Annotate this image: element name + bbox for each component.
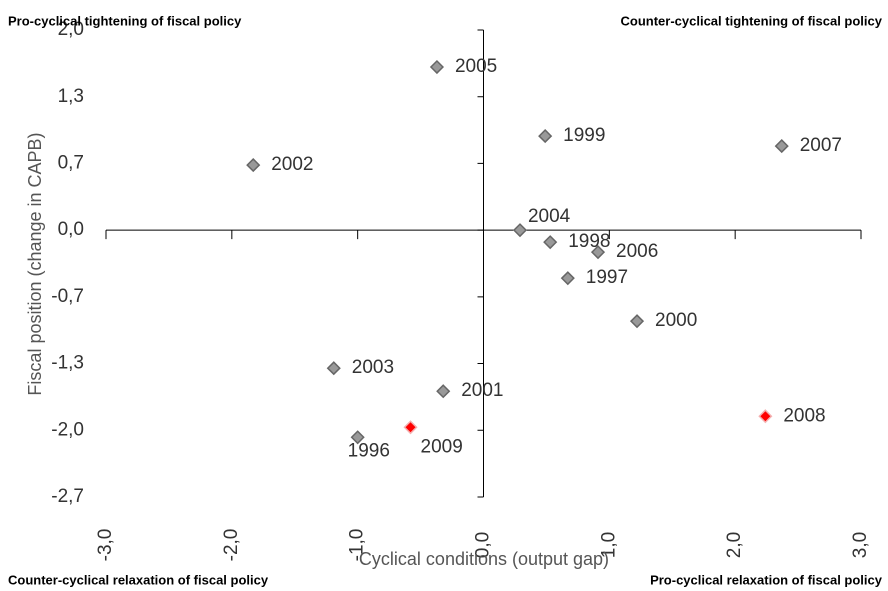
y-tick-label: -2,7 <box>51 486 84 507</box>
point-label: 1996 <box>348 440 390 461</box>
corner-annotation: Pro-cyclical tightening of fiscal policy <box>8 13 242 28</box>
point <box>758 409 773 424</box>
points: 2005 1999 2007 2002 2004 1998 2006 1997 2000 2003… <box>246 56 842 461</box>
point <box>436 384 451 399</box>
point-label: 2005 <box>455 56 497 77</box>
corner-annotation: Counter-cyclical tightening of fiscal po… <box>621 13 883 28</box>
point-label: 1997 <box>586 267 628 288</box>
y-tick-label: 2,0 <box>58 19 84 40</box>
point <box>350 430 365 445</box>
x-tick-label: -1,0 <box>347 529 368 562</box>
point <box>403 420 418 435</box>
point <box>326 361 341 376</box>
y-tick-label: 0,7 <box>58 152 84 173</box>
y-tick-label: -1,3 <box>51 353 84 374</box>
x-tick-label: 3,0 <box>850 532 871 558</box>
point-label: 2004 <box>528 206 571 227</box>
point-label: 2003 <box>352 357 394 378</box>
point <box>246 158 261 173</box>
point-label: 2006 <box>616 241 658 262</box>
point-label: 2001 <box>461 380 503 401</box>
point <box>429 59 445 75</box>
y-axis-label: Fiscal position (change in CAPB) <box>25 132 45 395</box>
y-tick-label: 1,3 <box>58 86 84 107</box>
point-label: 2007 <box>800 135 842 156</box>
point <box>512 223 528 238</box>
point-label: 2008 <box>783 405 825 426</box>
point-label: 2002 <box>271 154 313 175</box>
y-tick-label: -2,0 <box>51 419 84 440</box>
point <box>629 314 645 329</box>
x-tick-label: 0,0 <box>473 532 494 558</box>
x-tick-label: -2,0 <box>221 529 242 562</box>
x-tick-label: 2,0 <box>724 532 745 558</box>
corner-annotation: Pro-cyclical relaxation of fiscal policy <box>650 572 883 587</box>
point <box>590 245 606 260</box>
point <box>538 129 553 144</box>
x-axis-label: Cyclical conditions (output gap) <box>359 549 609 569</box>
point-label: 1998 <box>568 231 610 252</box>
axes: -3,0 -2,0 -1,0 0,0 1,0 2,0 3,0 2,0 1,3 0,7 0,0 -0,7… <box>51 19 871 561</box>
point-label: 1999 <box>563 125 605 146</box>
point <box>774 139 789 154</box>
y-tick-label: 0,0 <box>58 219 84 240</box>
point <box>560 271 575 286</box>
point <box>543 235 558 250</box>
x-tick-label: -3,0 <box>95 529 116 562</box>
corner-annotation: Counter-cyclical relaxation of fiscal po… <box>8 572 269 587</box>
x-tick-label: 1,0 <box>598 532 619 558</box>
point-label: 2000 <box>655 310 697 331</box>
point-label: 2009 <box>421 436 463 457</box>
y-tick-label: -0,7 <box>51 286 84 307</box>
